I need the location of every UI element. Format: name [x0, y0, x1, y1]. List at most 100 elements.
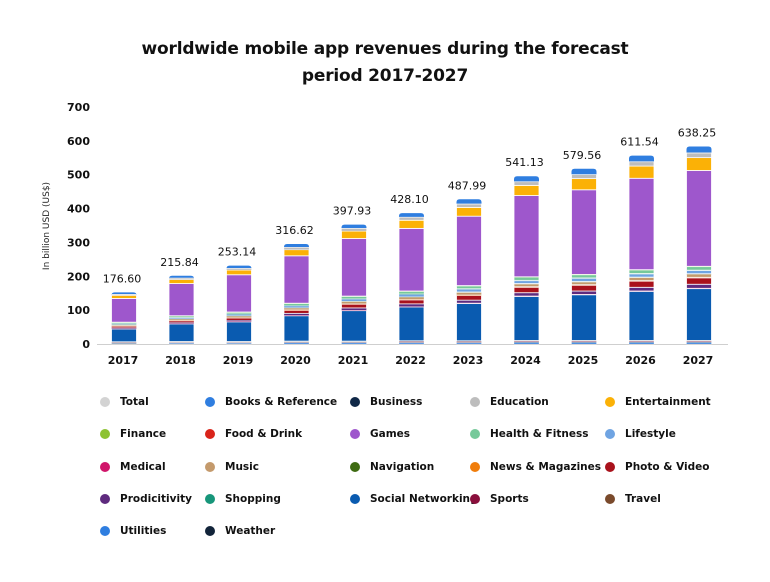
x-tick-label: 2025: [568, 354, 599, 367]
bar-stack-2024: [513, 176, 540, 345]
bar-segment-entertainment: [226, 269, 252, 276]
legend-item-social-networking[interactable]: Social Networking: [350, 493, 478, 505]
legend-item-education[interactable]: Education: [470, 396, 549, 408]
bar-segment-books-reference: [456, 199, 482, 204]
legend-label: Social Networking: [370, 493, 478, 505]
bar-segment-games: [111, 298, 137, 323]
bar-segment-education: [571, 174, 597, 180]
bar-segment-books-reference: [629, 155, 654, 162]
bar-segment-books-reference: [686, 146, 712, 153]
legend-item-sports[interactable]: Sports: [470, 493, 529, 505]
bar-stack-2025: [571, 168, 597, 345]
legend-label: Games: [370, 428, 411, 440]
bar-stack-2020: [283, 243, 310, 345]
legend-item-medical[interactable]: Medical: [100, 461, 166, 473]
bar-segment-total: [571, 174, 597, 175]
bar-segment-photo-video: [571, 284, 597, 292]
legend-dot-icon: [605, 429, 615, 439]
bar-segment-social-networking: [226, 321, 252, 342]
legend-item-lifestyle[interactable]: Lifestyle: [605, 428, 676, 440]
bar-segment-prodicitivity: [686, 283, 712, 289]
legend-dot-icon: [605, 397, 615, 407]
bar-segment-education: [686, 152, 712, 159]
bar-stack-2023: [456, 199, 482, 345]
legend-item-navigation[interactable]: Navigation: [350, 461, 434, 473]
legend-dot-icon: [100, 462, 110, 472]
bar-segment-entertainment: [571, 178, 597, 191]
bar-segment-books-reference: [284, 243, 309, 247]
bar-segment-games: [341, 238, 367, 297]
bar-segment-games: [513, 195, 540, 278]
legend-item-music[interactable]: Music: [205, 461, 259, 473]
legend-item-health-fitness[interactable]: Health & Fitness: [470, 428, 588, 440]
legend-dot-icon: [470, 397, 480, 407]
legend-item-finance[interactable]: Finance: [100, 428, 166, 440]
legend-label: Photo & Video: [625, 461, 710, 473]
legend-label: Navigation: [370, 461, 435, 473]
legend-label: Business: [370, 396, 423, 408]
total-label: 611.54: [620, 136, 659, 149]
legend-dot-icon: [605, 494, 615, 504]
bar-segment-total: [283, 246, 310, 248]
bar-segment-games: [456, 215, 482, 286]
legend-label: Travel: [625, 493, 661, 505]
y-tick-label: 500: [67, 169, 90, 182]
y-tick-label: 0: [82, 338, 90, 351]
bar-segment-total: [168, 277, 195, 279]
x-tick-label: 2024: [510, 354, 541, 367]
x-tick-label: 2026: [625, 354, 656, 367]
bar-segment-prodicitivity: [168, 322, 195, 324]
bar-segment-education: [456, 203, 482, 208]
legend-item-news-magazines[interactable]: News & Magazines: [470, 461, 601, 473]
legend-item-prodicitivity[interactable]: Prodicitivity: [100, 493, 192, 505]
legend-label: Music: [225, 461, 259, 473]
bar-stack-2022: [398, 213, 425, 345]
legend-dot-icon: [470, 462, 480, 472]
bar-segment-books-reference: [399, 213, 424, 217]
bar-segment-entertainment: [456, 206, 482, 217]
bar-segment-entertainment: [513, 184, 540, 196]
x-tick-label: 2017: [108, 354, 139, 367]
bar-segment-total: [628, 161, 655, 163]
legend-dot-icon: [100, 494, 110, 504]
x-tick-label: 2018: [165, 354, 196, 367]
bar-segment-total: [456, 203, 482, 205]
bar-segment-total: [226, 267, 252, 269]
legend-item-total[interactable]: Total: [100, 396, 149, 408]
legend-item-books-reference[interactable]: Books & Reference: [205, 396, 337, 408]
legend-dot-icon: [205, 397, 215, 407]
legend-item-photo-video[interactable]: Photo & Video: [605, 461, 709, 473]
legend-dot-icon: [100, 397, 110, 407]
legend-label: Lifestyle: [625, 428, 676, 440]
total-label: 428.10: [390, 193, 429, 206]
legend-item-food-drink[interactable]: Food & Drink: [205, 428, 302, 440]
bar-segment-social-networking: [341, 310, 367, 342]
total-label: 541.13: [505, 156, 544, 169]
y-tick-label: 100: [67, 304, 90, 317]
legend-item-shopping[interactable]: Shopping: [205, 493, 281, 505]
legend-item-business[interactable]: Business: [350, 396, 422, 408]
legend-label: Entertainment: [625, 396, 711, 408]
legend-item-entertainment[interactable]: Entertainment: [605, 396, 711, 408]
chart-title-line-1: worldwide mobile app revenues during the…: [141, 39, 629, 59]
legend-item-games[interactable]: Games: [350, 428, 410, 440]
bar-segment-books-reference: [514, 176, 539, 182]
bar-segment-games: [571, 189, 597, 275]
legend-item-travel[interactable]: Travel: [605, 493, 661, 505]
legend-label: Books & Reference: [225, 396, 338, 408]
x-tick-label: 2027: [683, 354, 714, 367]
bar-segment-photo-video: [628, 280, 655, 288]
bar-stack-2027: [686, 146, 712, 345]
x-tick-label: 2023: [453, 354, 484, 367]
bar-segment-photo-video: [513, 286, 540, 294]
bar-segment-games: [226, 274, 252, 313]
bar-segment-books-reference: [341, 224, 367, 229]
legend-item-weather[interactable]: Weather: [205, 525, 275, 537]
legend-dot-icon: [205, 526, 215, 536]
legend-item-utilities[interactable]: Utilities: [100, 525, 166, 537]
x-tick-label: 2019: [223, 354, 254, 367]
legend-label: Sports: [490, 493, 529, 505]
legend-dot-icon: [205, 462, 215, 472]
bar-segment-social-networking: [168, 323, 195, 342]
bar-segment-social-networking: [111, 328, 137, 343]
